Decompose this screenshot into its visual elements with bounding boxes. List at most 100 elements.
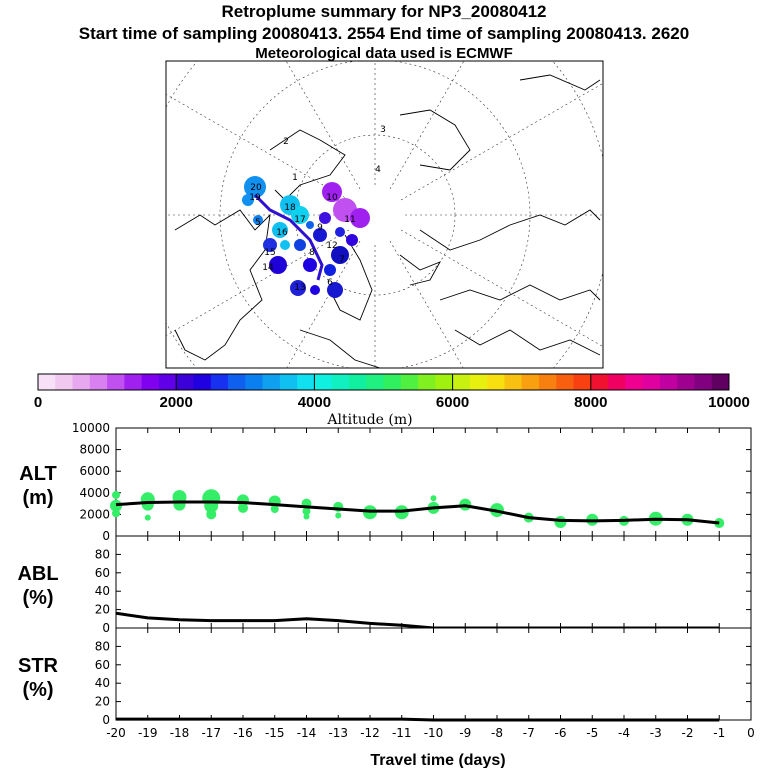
plume-marker <box>290 280 306 296</box>
colorbar-swatch <box>55 374 74 390</box>
plume-marker <box>319 212 331 224</box>
colorbar-swatch <box>590 374 609 390</box>
plume-marker <box>244 176 266 198</box>
y-tick-label: 8000 <box>79 443 110 457</box>
plume-marker <box>327 282 343 298</box>
y-tick-label: 20 <box>95 695 110 709</box>
colorbar-swatch <box>158 374 177 390</box>
x-tick-label: -20 <box>106 726 126 740</box>
x-axis-label: Travel time (days) <box>370 752 505 768</box>
colorbar-swatch <box>625 374 644 390</box>
x-tick-label: -18 <box>170 726 190 740</box>
x-tick-label: -10 <box>424 726 444 740</box>
x-tick-label: -5 <box>586 726 598 740</box>
map-day-label: 4 <box>375 165 381 175</box>
chart-title: Retroplume summary for NP3_20080412 <box>221 2 547 21</box>
plume-marker <box>313 228 327 242</box>
altitude-point <box>173 498 186 511</box>
colorbar-swatch <box>107 374 125 390</box>
plume-marker <box>272 222 288 238</box>
colorbar-swatch <box>245 374 264 390</box>
y-tick-label: 0 <box>102 529 110 543</box>
meridian-line <box>400 229 603 347</box>
coastline <box>399 109 471 171</box>
x-tick-label: -7 <box>523 726 535 740</box>
plume-marker <box>291 206 309 224</box>
colorbar-swatch <box>642 374 661 390</box>
y-tick-label: 60 <box>95 658 110 672</box>
alt-panel: 0 2000 4000 6000 8000 10000 ALT(m) <box>19 421 752 543</box>
x-tick-label: -3 <box>650 726 662 740</box>
map-day-label: 5 <box>255 218 261 228</box>
x-tick-label: -9 <box>459 726 471 740</box>
y-tick-label: 0 <box>102 621 110 635</box>
colorbar-swatch <box>124 374 143 390</box>
panel-frame <box>115 535 752 629</box>
colorbar-swatch <box>89 374 108 390</box>
plume-marker <box>269 256 287 274</box>
altitude-point <box>112 490 120 499</box>
colorbar-swatch <box>521 374 540 390</box>
colorbar-swatch <box>487 374 505 390</box>
series-line <box>115 500 720 525</box>
map-day-label: 17 <box>294 215 305 225</box>
map-day-label: 1 <box>292 173 298 183</box>
colorbar-swatch <box>556 374 575 390</box>
altitude-point <box>112 509 120 518</box>
y-tick-label: 0 <box>102 713 110 727</box>
panel-frame <box>115 627 752 721</box>
colorbar-swatch <box>469 374 488 390</box>
colorbar-swatch <box>297 374 315 390</box>
map-day-label: 9 <box>317 223 323 233</box>
plume-marker <box>331 246 349 264</box>
map-day-label: 16 <box>276 228 288 238</box>
colorbar-swatch <box>141 374 160 390</box>
meridian-line <box>166 229 350 337</box>
coastline <box>519 74 601 91</box>
colorbar-swatch <box>383 374 402 390</box>
colorbar-label: Altitude (m) <box>326 412 412 428</box>
y-tick-label: 40 <box>95 676 110 690</box>
plume-marker <box>253 215 263 225</box>
coastline <box>399 254 442 286</box>
x-tick-label: -13 <box>328 726 348 740</box>
colorbar-swatch <box>659 374 678 390</box>
x-tick-label: -12 <box>360 726 380 740</box>
meridian-line <box>400 83 603 201</box>
colorbar-swatch <box>176 374 194 390</box>
y-tick-label: 80 <box>95 639 110 653</box>
x-tick-label: -4 <box>618 726 630 740</box>
colorbar-tick-label: 4000 <box>298 394 331 411</box>
panel-y-label-unit: (%) <box>22 679 53 701</box>
colorbar-swatch <box>573 374 592 390</box>
colorbar-swatch <box>72 374 91 390</box>
altitude-point <box>335 512 342 519</box>
colorbar-swatch <box>331 374 350 390</box>
x-tick-label: -1 <box>713 726 725 740</box>
map-day-label: 6 <box>327 278 333 288</box>
x-tick-label: 0 <box>747 726 755 740</box>
map-day-label: 7 <box>339 255 345 265</box>
x-tick-label: -2 <box>682 726 694 740</box>
meridian-line <box>166 93 350 201</box>
map-day-label: 14 <box>262 263 274 273</box>
coastline <box>454 329 601 356</box>
colorbar-swatch <box>348 374 367 390</box>
colorbar-swatch <box>538 374 557 390</box>
map-day-label: 10 <box>326 193 338 203</box>
colorbar-tick-label: 2000 <box>160 394 193 411</box>
map-day-label: 19 <box>249 193 261 203</box>
map-day-label: 2 <box>283 137 289 147</box>
plume-marker <box>280 240 290 250</box>
plume-marker <box>310 285 320 295</box>
sampling-time-text: Start time of sampling 20080413. 2554 En… <box>78 24 690 43</box>
colorbar-swatch <box>452 374 471 390</box>
colorbar-swatch <box>38 374 56 390</box>
map-day-label: 11 <box>344 215 355 225</box>
colorbar-swatch <box>228 374 246 390</box>
colorbar-swatch <box>418 374 436 390</box>
